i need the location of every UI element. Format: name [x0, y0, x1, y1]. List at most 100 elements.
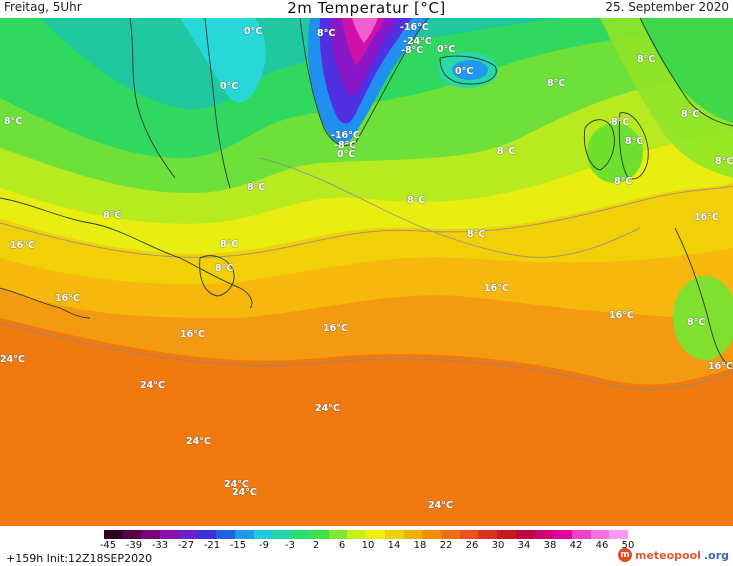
color-scale-step: [534, 530, 554, 539]
temperature-map: 0°C 8°C -16°C -24°C -8°C 0°C 0°C 0°C 8°C 8°C 8°C 8°…: [0, 18, 733, 526]
temperature-label: 8°C: [247, 182, 266, 193]
color-scale-step: [384, 530, 404, 539]
color-scale-tick: 50: [621, 540, 635, 551]
temperature-label: 0°C: [337, 149, 356, 160]
forecast-date: 25. September 2020: [605, 0, 729, 14]
color-scale-tick: 42: [569, 540, 583, 551]
color-scale-tick: 14: [387, 540, 401, 551]
temperature-label: 16°C: [609, 310, 634, 321]
map-title: 2m Temperatur [°C]: [287, 0, 446, 17]
color-scale-tick: 34: [517, 540, 531, 551]
color-scale-ticks: -45 -39 -33 -27 -21 -15 -9 -3 2 6 10 14 18 22 26 30 34 38…: [98, 540, 638, 552]
temperature-label: -8°C: [401, 45, 424, 56]
temperature-field: [0, 18, 733, 526]
color-scale-step: [553, 530, 572, 539]
color-scale-step: [253, 530, 273, 539]
temperature-label: 24°C: [315, 403, 340, 414]
temperature-label: 8°C: [625, 136, 644, 147]
temperature-label: 16°C: [694, 212, 719, 223]
temperature-label: -16°C: [400, 22, 429, 33]
forecast-time: Freitag, 5Uhr: [4, 0, 82, 14]
color-scale-tick: 38: [543, 540, 557, 551]
temperature-label: 8°C: [715, 156, 733, 167]
temperature-label: 8°C: [497, 146, 516, 157]
temperature-label: 16°C: [10, 240, 35, 251]
temperature-label: 24°C: [428, 500, 453, 511]
color-scale-tick: -27: [177, 540, 195, 551]
color-scale-tick: -39: [125, 540, 143, 551]
color-scale-step: [141, 530, 161, 539]
temperature-label: 16°C: [55, 293, 80, 304]
color-scale-step: [366, 530, 385, 539]
temperature-label: 8°C: [407, 195, 426, 206]
brand-logo[interactable]: m meteopool .org: [617, 548, 729, 562]
color-scale-step: [104, 530, 123, 539]
color-scale-tick: 26: [465, 540, 479, 551]
temperature-label: 8°C: [215, 263, 234, 274]
color-scale-tick: 18: [413, 540, 427, 551]
legend-footer: -45 -39 -33 -27 -21 -15 -9 -3 2 6 10 14 18 22 26 30 34 38…: [0, 526, 733, 566]
temperature-label: 8°C: [637, 54, 656, 65]
temperature-label: 8°C: [220, 239, 239, 250]
model-run-info: +159h Init:12Z18SEP2020: [6, 552, 153, 565]
temperature-label: 8°C: [611, 117, 630, 128]
temperature-label: 16°C: [180, 329, 205, 340]
color-scale-tick: 46: [595, 540, 609, 551]
temperature-label: 0°C: [244, 26, 263, 37]
temperature-label: 24°C: [186, 436, 211, 447]
color-scale-step: [122, 530, 142, 539]
color-scale-step: [403, 530, 423, 539]
color-scale-step: [216, 530, 236, 539]
temperature-label: 8°C: [547, 78, 566, 89]
temperature-label: 8°C: [681, 109, 700, 120]
temperature-label: -24°C: [403, 36, 432, 47]
temperature-label: 8°C: [687, 317, 706, 328]
temperature-label: 0°C: [455, 66, 474, 77]
temperature-label: 8°C: [4, 116, 23, 127]
color-scale-step: [291, 530, 310, 539]
temperature-label: 8°C: [317, 28, 336, 39]
color-scale-step: [309, 530, 329, 539]
temperature-label: -16°C: [331, 130, 360, 141]
color-scale-step: [590, 530, 610, 539]
header-bar: Freitag, 5Uhr 2m Temperatur [°C] 25. Sep…: [0, 0, 733, 18]
color-scale-step: [178, 530, 198, 539]
color-scale-tick: -3: [285, 540, 295, 551]
brand-tld: .org: [703, 548, 729, 562]
temperature-label: 16°C: [323, 323, 348, 334]
color-scale-step: [328, 530, 348, 539]
color-scale-step: [609, 530, 629, 539]
temperature-label: -8°C: [334, 140, 357, 151]
color-scale-tick: 6: [338, 540, 346, 551]
color-scale-tick: -15: [229, 540, 247, 551]
temperature-label: 0°C: [437, 44, 456, 55]
color-scale-step: [478, 530, 498, 539]
color-scale-step: [515, 530, 535, 539]
color-scale-step: [160, 530, 179, 539]
temperature-label: 8°C: [103, 210, 122, 221]
color-scale-tick: 2: [312, 540, 320, 551]
color-scale-tick: 22: [439, 540, 453, 551]
temperature-label: 24°C: [0, 354, 25, 365]
color-scale-tick: 30: [491, 540, 505, 551]
color-scale-step: [272, 530, 292, 539]
color-scale-step: [197, 530, 217, 539]
color-scale-step: [459, 530, 479, 539]
temperature-label: 8°C: [614, 176, 633, 187]
color-scale-step: [571, 530, 591, 539]
temperature-label: 16°C: [484, 283, 509, 294]
temperature-label: 8°C: [467, 229, 486, 240]
temperature-label: 0°C: [220, 81, 239, 92]
color-scale-tick: -9: [259, 540, 269, 551]
color-scale-bar: [104, 530, 629, 539]
meteopool-logo-icon: m: [617, 548, 632, 562]
color-scale-step: [235, 530, 254, 539]
color-scale-step: [422, 530, 441, 539]
color-scale-tick: 10: [361, 540, 375, 551]
color-scale-tick: -45: [99, 540, 117, 551]
color-scale-step: [440, 530, 460, 539]
color-scale-step: [347, 530, 367, 539]
color-scale-tick: -21: [203, 540, 221, 551]
temperature-label: 24°C: [224, 479, 249, 490]
brand-name: meteopool: [634, 548, 701, 562]
